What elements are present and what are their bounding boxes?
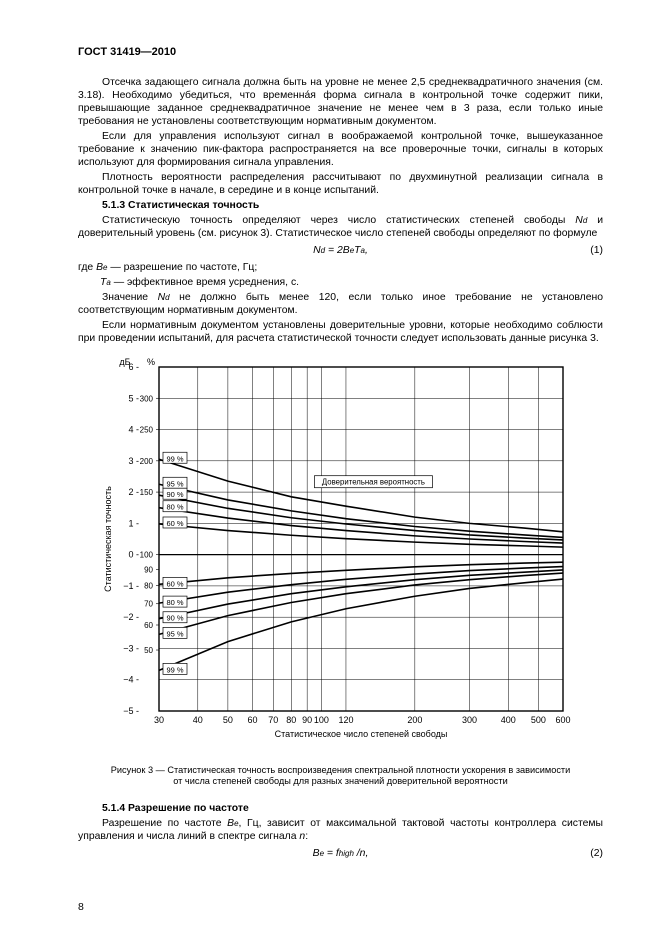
svg-text:40: 40: [192, 715, 202, 725]
chart-svg: −5 -−4 -−3 -−2 -−1 -0 -1 -2 -3 -4 -5 -6 …: [101, 351, 581, 751]
svg-text:70: 70: [268, 715, 278, 725]
svg-text:60: 60: [247, 715, 257, 725]
svg-text:120: 120: [338, 715, 353, 725]
paragraph: Если для управления используют сигнал в …: [78, 130, 603, 169]
eq-sym: B: [343, 245, 350, 256]
svg-text:−1 -: −1 -: [123, 581, 139, 591]
paragraph: Плотность вероятности распределения расс…: [78, 171, 603, 197]
svg-text:4 -: 4 -: [128, 424, 139, 434]
text: Значение: [102, 292, 158, 303]
svg-text:99 %: 99 %: [166, 665, 183, 674]
svg-text:80 %: 80 %: [166, 502, 183, 511]
svg-text:50: 50: [144, 646, 153, 655]
text: :: [305, 831, 308, 842]
svg-text:60 %: 60 %: [166, 519, 183, 528]
svg-text:300: 300: [462, 715, 477, 725]
svg-text:95 %: 95 %: [166, 479, 183, 488]
section-title: 5.1.3 Статистическая точность: [78, 199, 603, 212]
svg-text:%: %: [146, 357, 154, 367]
paragraph: Значение Nd не должно быть менее 120, ес…: [78, 291, 603, 317]
equation-2: Be = fhigh /n, (2): [78, 847, 603, 860]
svg-text:80 %: 80 %: [166, 598, 183, 607]
eq-sub: high: [339, 849, 354, 858]
text: — разрешение по частоте, Гц;: [107, 262, 257, 273]
svg-text:−2 -: −2 -: [123, 612, 139, 622]
svg-text:80: 80: [286, 715, 296, 725]
svg-text:Доверительная вероятность: Доверительная вероятность: [321, 477, 424, 486]
document-header: ГОСТ 31419—2010: [78, 46, 603, 60]
svg-text:95 %: 95 %: [166, 629, 183, 638]
text: где: [78, 262, 96, 273]
svg-text:80: 80: [144, 581, 153, 590]
svg-text:5 -: 5 -: [128, 393, 139, 403]
paragraph: Если нормативным документом установлены …: [78, 319, 603, 345]
eq-sym: N: [313, 245, 321, 256]
svg-text:400: 400: [500, 715, 515, 725]
eq-text: = 2: [325, 245, 343, 256]
eq-text: /n,: [354, 848, 368, 859]
figure-3-chart: −5 -−4 -−3 -−2 -−1 -0 -1 -2 -3 -4 -5 -6 …: [101, 351, 581, 751]
text: Статистическую точность определяют через…: [102, 215, 575, 226]
eq-text: ,: [365, 245, 368, 256]
section-title: 5.1.4 Разрешение по частоте: [78, 802, 603, 815]
svg-text:2 -: 2 -: [128, 487, 139, 497]
svg-text:30: 30: [153, 715, 163, 725]
equation-number: (2): [590, 847, 603, 860]
svg-text:100: 100: [313, 715, 328, 725]
svg-text:3 -: 3 -: [128, 456, 139, 466]
svg-text:1 -: 1 -: [128, 518, 139, 528]
text: от числа степеней свободы для разных зна…: [173, 776, 507, 786]
svg-text:200: 200: [139, 457, 153, 466]
svg-text:200: 200: [407, 715, 422, 725]
svg-text:90 %: 90 %: [166, 490, 183, 499]
paragraph: Отсечка задающего сигнала должна быть на…: [78, 76, 603, 128]
svg-text:150: 150: [139, 488, 153, 497]
text: Разрешение по частоте: [102, 818, 227, 829]
svg-text:0 -: 0 -: [128, 549, 139, 559]
page: ГОСТ 31419—2010 Отсечка задающего сигнал…: [0, 0, 661, 936]
page-number: 8: [78, 901, 84, 914]
svg-text:50: 50: [222, 715, 232, 725]
svg-text:70: 70: [144, 599, 153, 608]
svg-text:60 %: 60 %: [166, 579, 183, 588]
equation-number: (1): [590, 244, 603, 257]
svg-text:−3 -: −3 -: [123, 643, 139, 653]
svg-text:500: 500: [530, 715, 545, 725]
definitions: где Be — разрешение по частоте, Гц; Ta —…: [78, 261, 603, 289]
paragraph: Статистическую точность определяют через…: [78, 214, 603, 240]
svg-text:−5 -: −5 -: [123, 706, 139, 716]
svg-text:60: 60: [144, 621, 153, 630]
text: Рисунок 3 — Статистическая точность восп…: [111, 765, 571, 775]
paragraph: Разрешение по частоте Be, Гц, зависит от…: [78, 817, 603, 843]
svg-text:250: 250: [139, 425, 153, 434]
svg-text:90: 90: [302, 715, 312, 725]
figure-caption: Рисунок 3 — Статистическая точность восп…: [78, 765, 603, 788]
text: — эффективное время усреднения, с.: [111, 277, 299, 288]
svg-text:99 %: 99 %: [166, 454, 183, 463]
svg-text:90 %: 90 %: [166, 613, 183, 622]
def-sym: B: [96, 262, 103, 273]
svg-text:Статистическая точность: Статистическая точность: [103, 486, 113, 592]
equation-1: Nd = 2BeTa, (1): [78, 244, 603, 257]
eq-sym: B: [313, 848, 320, 859]
svg-text:−4 -: −4 -: [123, 674, 139, 684]
eq-text: = f: [324, 848, 339, 859]
svg-text:дБ: дБ: [119, 357, 130, 367]
svg-text:100: 100: [139, 550, 153, 559]
svg-text:600: 600: [555, 715, 570, 725]
svg-text:90: 90: [144, 565, 153, 574]
svg-text:Статистическое число степеней: Статистическое число степеней свободы: [274, 729, 447, 739]
svg-text:300: 300: [139, 394, 153, 403]
